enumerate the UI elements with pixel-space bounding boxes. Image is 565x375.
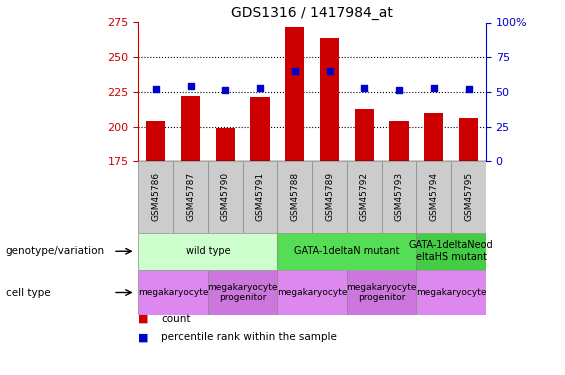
Text: GSM45791: GSM45791 xyxy=(255,172,264,221)
Text: megakaryocyte: megakaryocyte xyxy=(416,288,486,297)
Point xyxy=(325,68,334,74)
Text: percentile rank within the sample: percentile rank within the sample xyxy=(161,333,337,342)
Bar xyxy=(146,121,166,161)
Text: megakaryocyte
progenitor: megakaryocyte progenitor xyxy=(207,283,278,302)
FancyBboxPatch shape xyxy=(277,232,416,270)
FancyBboxPatch shape xyxy=(416,161,451,232)
FancyBboxPatch shape xyxy=(208,161,243,232)
FancyBboxPatch shape xyxy=(347,270,416,315)
Text: count: count xyxy=(161,314,190,324)
Bar xyxy=(250,98,270,161)
Point xyxy=(186,83,195,89)
Bar xyxy=(181,96,200,161)
Text: GSM45795: GSM45795 xyxy=(464,172,473,221)
Point xyxy=(290,68,299,74)
Text: GSM45787: GSM45787 xyxy=(186,172,195,221)
Bar xyxy=(285,27,305,161)
Point xyxy=(464,86,473,92)
Text: GSM45786: GSM45786 xyxy=(151,172,160,221)
Text: megakaryocyte: megakaryocyte xyxy=(138,288,208,297)
Bar xyxy=(424,112,444,161)
Text: megakaryocyte: megakaryocyte xyxy=(277,288,347,297)
Text: cell type: cell type xyxy=(6,288,50,297)
Title: GDS1316 / 1417984_at: GDS1316 / 1417984_at xyxy=(231,6,393,20)
FancyBboxPatch shape xyxy=(243,161,277,232)
Text: GSM45788: GSM45788 xyxy=(290,172,299,221)
Point xyxy=(360,85,369,91)
FancyBboxPatch shape xyxy=(208,270,277,315)
FancyBboxPatch shape xyxy=(138,161,173,232)
Text: ■: ■ xyxy=(138,333,149,342)
Point xyxy=(221,87,230,93)
FancyBboxPatch shape xyxy=(382,161,416,232)
Point xyxy=(151,86,160,92)
FancyBboxPatch shape xyxy=(312,161,347,232)
FancyBboxPatch shape xyxy=(138,232,277,270)
FancyBboxPatch shape xyxy=(277,161,312,232)
Bar xyxy=(216,128,235,161)
FancyBboxPatch shape xyxy=(138,270,208,315)
Text: genotype/variation: genotype/variation xyxy=(6,246,105,256)
Bar xyxy=(355,108,374,161)
FancyBboxPatch shape xyxy=(277,270,347,315)
Text: GSM45793: GSM45793 xyxy=(394,172,403,221)
Text: ■: ■ xyxy=(138,314,149,324)
Text: GSM45790: GSM45790 xyxy=(221,172,230,221)
Text: GSM45794: GSM45794 xyxy=(429,172,438,221)
Text: GATA-1deltaN mutant: GATA-1deltaN mutant xyxy=(294,246,399,256)
FancyBboxPatch shape xyxy=(416,270,486,315)
Text: megakaryocyte
progenitor: megakaryocyte progenitor xyxy=(346,283,417,302)
FancyBboxPatch shape xyxy=(173,161,208,232)
Point xyxy=(255,85,264,91)
Bar xyxy=(459,118,478,161)
FancyBboxPatch shape xyxy=(416,232,486,270)
FancyBboxPatch shape xyxy=(347,161,382,232)
Bar xyxy=(389,121,408,161)
Point xyxy=(429,85,438,91)
Bar xyxy=(320,38,339,161)
FancyBboxPatch shape xyxy=(451,161,486,232)
Text: GATA-1deltaNeod
eltaHS mutant: GATA-1deltaNeod eltaHS mutant xyxy=(409,240,493,262)
Text: GSM45789: GSM45789 xyxy=(325,172,334,221)
Text: wild type: wild type xyxy=(186,246,230,256)
Point xyxy=(394,87,403,93)
Text: GSM45792: GSM45792 xyxy=(360,172,369,221)
